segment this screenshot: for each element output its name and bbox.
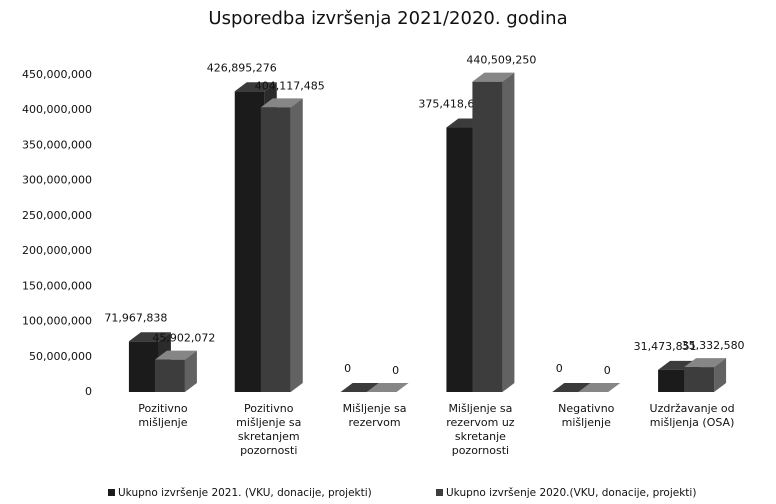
data-label: 375,418,635 xyxy=(418,98,488,111)
bar-top xyxy=(260,98,303,108)
x-tick-label: Pozitivno mišljenje sa skretanjem pozorn… xyxy=(236,402,302,457)
bar-side xyxy=(714,358,727,392)
bar xyxy=(260,107,291,392)
y-tick-label: 0 xyxy=(85,385,92,398)
legend-swatch xyxy=(436,489,443,496)
data-label: 0 xyxy=(556,362,563,375)
bar xyxy=(684,367,715,392)
bar-top xyxy=(472,72,515,82)
bar xyxy=(154,359,185,392)
data-label: 404,117,485 xyxy=(255,79,325,92)
bar-top xyxy=(578,383,621,392)
legend-label: Ukupno izvršenje 2020.(VKU, donacije, pr… xyxy=(446,487,696,499)
bar-top xyxy=(684,358,727,368)
bar-side xyxy=(184,350,197,392)
y-tick-label: 450,000,000 xyxy=(22,68,92,81)
data-label: 0 xyxy=(604,364,611,377)
y-tick-label: 50,000,000 xyxy=(29,350,92,363)
data-label: 0 xyxy=(392,364,399,377)
data-label: 45,902,072 xyxy=(152,332,215,345)
y-tick-label: 300,000,000 xyxy=(22,174,92,187)
data-label: 0 xyxy=(344,362,351,375)
bar xyxy=(446,127,477,393)
bar xyxy=(472,81,503,393)
bar xyxy=(234,91,265,392)
legend-label: Ukupno izvršenje 2021. (VKU, donacije, p… xyxy=(118,487,372,499)
bar-top xyxy=(154,350,197,360)
y-tick-label: 350,000,000 xyxy=(22,138,92,151)
x-tick-label: Uzdržavanje od mišljenja (OSA) xyxy=(649,402,735,429)
data-label: 31,473,851 xyxy=(634,340,697,353)
bar xyxy=(128,341,159,392)
chart-title: Usporedba izvršenja 2021/2020. godina xyxy=(208,8,567,29)
bar-side xyxy=(290,98,303,392)
x-tick-label: Negativno mišljenje xyxy=(558,402,615,429)
x-tick-label: Pozitivno mišljenje xyxy=(138,402,188,429)
data-label: 426,895,276 xyxy=(207,61,277,74)
data-label: 35,332,580 xyxy=(682,339,745,352)
y-tick-label: 250,000,000 xyxy=(22,209,92,222)
y-tick-label: 100,000,000 xyxy=(22,315,92,328)
bar-top xyxy=(234,82,277,92)
x-tick-label: Mišljenje sa rezervom xyxy=(342,402,407,429)
bar-top xyxy=(128,332,171,342)
x-tick-label: Mišljenje sa rezervom uz skretanje pozor… xyxy=(446,402,515,457)
bar-side xyxy=(502,72,515,393)
data-label: 71,967,838 xyxy=(104,311,167,324)
y-tick-label: 400,000,000 xyxy=(22,103,92,116)
bar xyxy=(658,369,689,392)
y-tick-label: 150,000,000 xyxy=(22,279,92,292)
bar-top xyxy=(366,383,409,392)
data-label: 440,509,250 xyxy=(466,54,536,67)
y-tick-label: 200,000,000 xyxy=(22,244,92,257)
legend-swatch xyxy=(108,489,115,496)
